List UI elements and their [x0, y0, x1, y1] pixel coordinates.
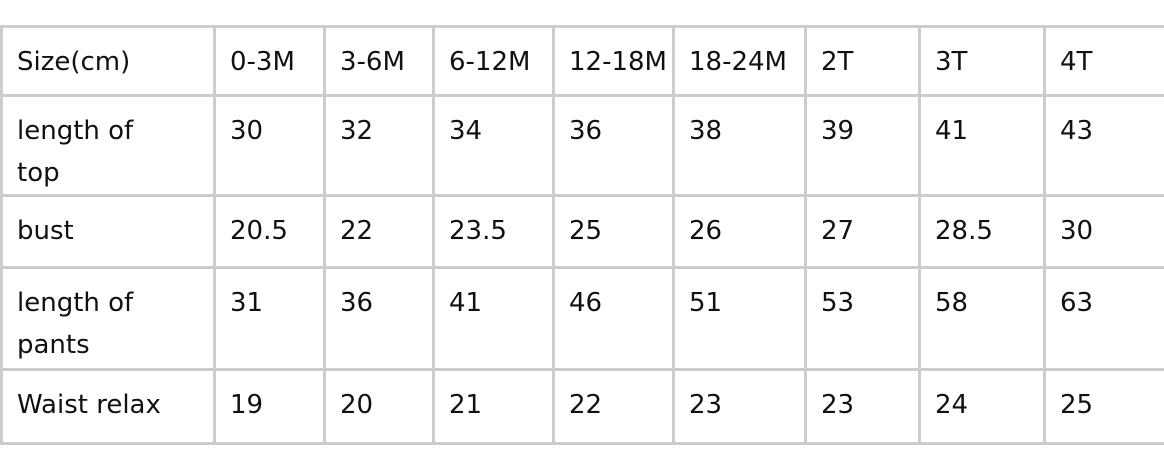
- table-cell: 22: [323, 194, 435, 269]
- cell-text: 18-24M: [689, 47, 787, 77]
- cell-text: 26: [689, 216, 723, 246]
- table-cell: 23.5: [432, 194, 555, 269]
- table-cell: 25: [1043, 368, 1164, 445]
- table-cell: 34: [432, 94, 555, 197]
- cell-text: Waist relax: [17, 390, 161, 420]
- cell-text: 23.5: [449, 216, 507, 246]
- cell-text: 12-18M: [569, 47, 667, 77]
- cell-text: bust: [17, 216, 74, 246]
- table-cell: 30: [213, 94, 326, 197]
- table-cell: 41: [432, 266, 555, 371]
- table-cell: 24: [918, 368, 1046, 445]
- table-cell: 25: [552, 194, 675, 269]
- cell-text: 27: [821, 216, 855, 246]
- header-cell: 6-12M: [432, 25, 555, 97]
- table-cell: 23: [672, 368, 807, 445]
- cell-text: 3T: [935, 47, 968, 77]
- header-cell: Size(cm): [0, 25, 216, 97]
- cell-text: 20: [340, 390, 374, 420]
- cell-text: 3-6M: [340, 47, 405, 77]
- table-cell: 38: [672, 94, 807, 197]
- table-cell: 36: [552, 94, 675, 197]
- cell-text: 38: [689, 116, 723, 146]
- table-cell: bust: [0, 194, 216, 269]
- table-cell: length of pants: [0, 266, 216, 371]
- cell-text: 39: [821, 116, 855, 146]
- cell-text: 28.5: [935, 216, 993, 246]
- cell-text: 2T: [821, 47, 854, 77]
- cell-text: 22: [569, 390, 603, 420]
- table-cell: 46: [552, 266, 675, 371]
- header-cell: 3T: [918, 25, 1046, 97]
- header-cell: 3-6M: [323, 25, 435, 97]
- table-cell: 28.5: [918, 194, 1046, 269]
- table-cell: 22: [552, 368, 675, 445]
- table-cell: 58: [918, 266, 1046, 371]
- cell-text: 0-3M: [230, 47, 295, 77]
- cell-text: 36: [340, 288, 374, 318]
- cell-text: Size(cm): [17, 47, 131, 77]
- table-cell: 36: [323, 266, 435, 371]
- cell-text: 46: [569, 288, 603, 318]
- cell-text: 34: [449, 116, 483, 146]
- table-cell: Waist relax: [0, 368, 216, 445]
- table-cell: 31: [213, 266, 326, 371]
- table-cell: 30: [1043, 194, 1164, 269]
- table-cell: 23: [804, 368, 921, 445]
- table-cell: 51: [672, 266, 807, 371]
- cell-text: 4T: [1060, 47, 1093, 77]
- table-cell: 39: [804, 94, 921, 197]
- table-cell: 53: [804, 266, 921, 371]
- cell-text: 21: [449, 390, 483, 420]
- cell-text: 43: [1060, 116, 1094, 146]
- table-cell: 21: [432, 368, 555, 445]
- header-cell: 12-18M: [552, 25, 675, 97]
- cell-text: 19: [230, 390, 264, 420]
- table-cell: 41: [918, 94, 1046, 197]
- cell-text: 30: [230, 116, 264, 146]
- header-cell: 4T: [1043, 25, 1164, 97]
- cell-text: 25: [569, 216, 603, 246]
- cell-text: 41: [935, 116, 969, 146]
- cell-text: 22: [340, 216, 374, 246]
- cell-text: 51: [689, 288, 723, 318]
- cell-text: 6-12M: [449, 47, 531, 77]
- cell-text: 24: [935, 390, 969, 420]
- header-cell: 0-3M: [213, 25, 326, 97]
- cell-text: 31: [230, 288, 264, 318]
- table-cell: 26: [672, 194, 807, 269]
- cell-text: length of top: [17, 116, 134, 188]
- cell-text: 23: [689, 390, 723, 420]
- header-cell: 18-24M: [672, 25, 807, 97]
- table-cell: 27: [804, 194, 921, 269]
- cell-text: 30: [1060, 216, 1094, 246]
- cell-text: length of pants: [17, 288, 134, 360]
- cell-text: 25: [1060, 390, 1094, 420]
- cell-text: 20.5: [230, 216, 288, 246]
- cell-text: 53: [821, 288, 855, 318]
- table-cell: length of top: [0, 94, 216, 197]
- cell-text: 58: [935, 288, 969, 318]
- table-cell: 32: [323, 94, 435, 197]
- table-cell: 63: [1043, 266, 1164, 371]
- cell-text: 32: [340, 116, 374, 146]
- cell-text: 23: [821, 390, 855, 420]
- cell-text: 41: [449, 288, 483, 318]
- table-cell: 19: [213, 368, 326, 445]
- table-cell: 20.5: [213, 194, 326, 269]
- table-cell: 43: [1043, 94, 1164, 197]
- cell-text: 63: [1060, 288, 1094, 318]
- cell-text: 36: [569, 116, 603, 146]
- header-cell: 2T: [804, 25, 921, 97]
- table-cell: 20: [323, 368, 435, 445]
